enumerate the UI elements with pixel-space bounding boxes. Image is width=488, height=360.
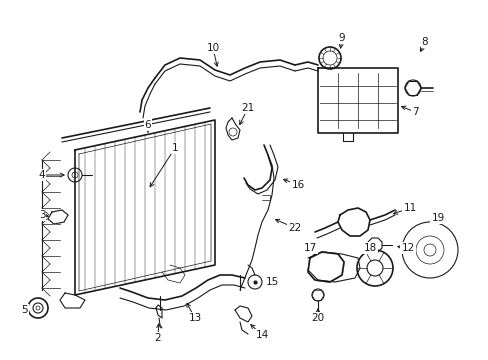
Text: 9: 9	[338, 33, 345, 43]
Polygon shape	[48, 210, 68, 224]
Text: 12: 12	[401, 243, 414, 253]
Text: 1: 1	[171, 143, 178, 153]
Text: 21: 21	[241, 103, 254, 113]
Polygon shape	[307, 252, 343, 282]
Text: 16: 16	[291, 180, 304, 190]
Text: 17: 17	[303, 243, 316, 253]
Text: 11: 11	[403, 203, 416, 213]
Text: 6: 6	[144, 120, 151, 130]
Text: 19: 19	[430, 213, 444, 223]
Text: 4: 4	[39, 170, 45, 180]
Text: 22: 22	[288, 223, 301, 233]
Text: 3: 3	[39, 210, 45, 220]
Text: 2: 2	[154, 333, 161, 343]
Text: 10: 10	[206, 43, 219, 53]
Text: 5: 5	[21, 305, 28, 315]
Text: 13: 13	[188, 313, 201, 323]
Text: 18: 18	[363, 243, 376, 253]
Text: 7: 7	[411, 107, 417, 117]
Text: 8: 8	[421, 37, 427, 47]
Text: 15: 15	[265, 277, 278, 287]
Text: 14: 14	[255, 330, 268, 340]
Text: 20: 20	[311, 313, 324, 323]
